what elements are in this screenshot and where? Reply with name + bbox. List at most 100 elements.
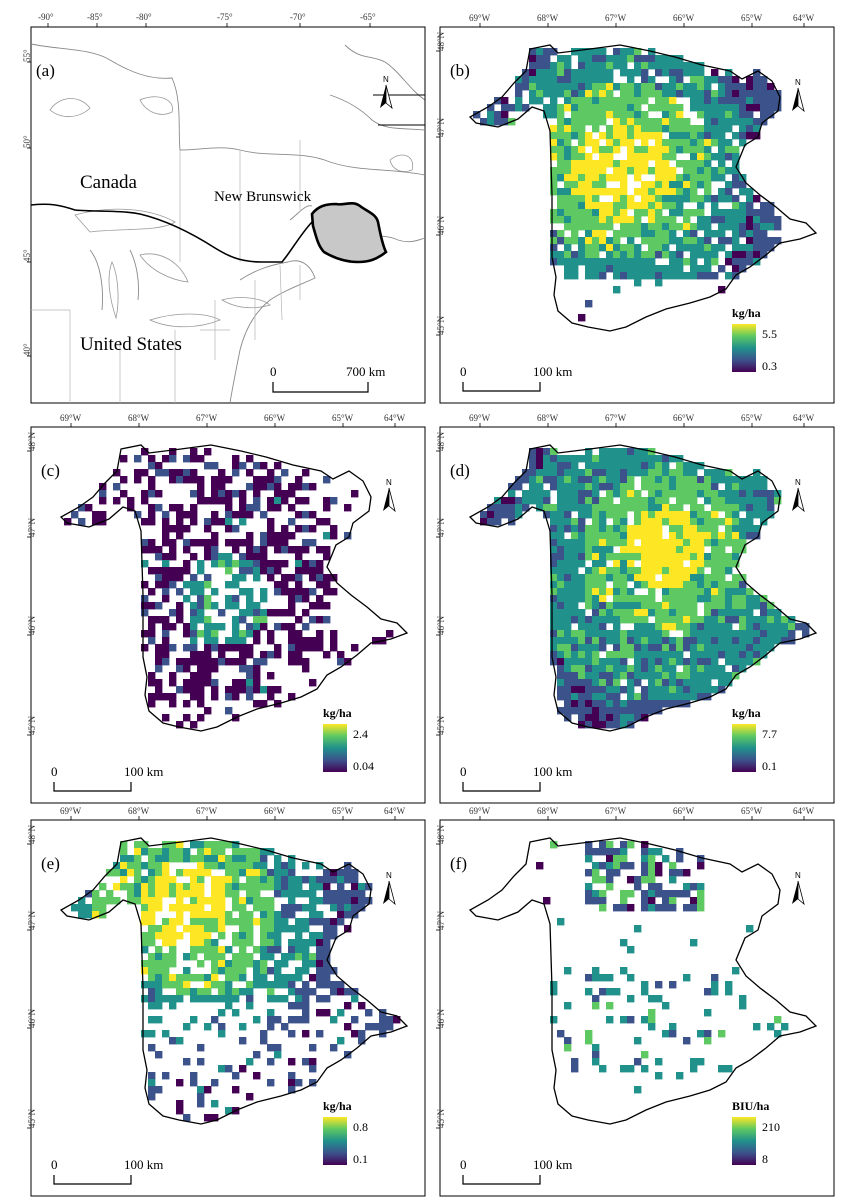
panel-c-label: (c): [41, 461, 60, 480]
lon-tick: 67°W: [605, 13, 627, 23]
panel-a-lat-tick: 50°: [22, 135, 32, 148]
panel-c-scale-bar: 0 100 km: [51, 764, 163, 792]
panel-a-scale-bar: 0 700 km: [270, 364, 385, 393]
lon-tick: 67°W: [605, 806, 627, 816]
lon-tick: 68°W: [128, 413, 150, 423]
lon-tick: 69°W: [469, 13, 491, 23]
panel-d-scale-bar: 0 100 km: [460, 764, 572, 792]
svg-text:0: 0: [51, 1157, 58, 1172]
legend-min: 0.04: [353, 759, 374, 773]
legend-unit: kg/ha: [323, 1099, 352, 1113]
lon-tick: 69°W: [469, 806, 491, 816]
canada-label: Canada: [80, 172, 138, 193]
legend-max: 2.4: [353, 727, 368, 741]
legend-max: 0.8: [353, 1120, 368, 1134]
new-brunswick-outline: [59, 444, 409, 732]
legend-unit: kg/ha: [323, 706, 352, 720]
panel-b-legend: kg/ha5.5 0.3: [732, 306, 777, 373]
legend-unit: BIU/ha: [732, 1099, 769, 1113]
lon-tick: 65°W: [741, 413, 763, 423]
lat-tick: 48°N: [436, 824, 446, 844]
panel-c-frame: [30, 426, 426, 804]
panel-a-lon-tick: -65°: [360, 12, 376, 22]
panel-a-label: (a): [36, 61, 55, 80]
lon-tick: 64°W: [793, 13, 815, 23]
panel-a-latitude-ticks: 55° 50° 45° 40°: [22, 49, 32, 357]
lon-tick: 65°W: [741, 13, 763, 23]
lon-tick: 65°W: [741, 806, 763, 816]
labrador-border: [373, 94, 426, 126]
lat-tick: 45°N: [27, 1108, 37, 1128]
panel-c-raster: [64, 448, 394, 729]
svg-text:100 km: 100 km: [533, 764, 572, 779]
panel-f-map: 69°W 68°W 67°W 66°W 65°W 64°W 48°N 47°N 46°N 45°N…: [436, 806, 835, 1197]
lon-tick: 68°W: [128, 806, 150, 816]
panel-e-scale-bar: 0 100 km: [51, 1157, 163, 1185]
legend-colorbar: [732, 1117, 756, 1165]
svg-text:0: 0: [460, 364, 467, 379]
panel-a-longitude-ticks: -90° -85° -80° -75° -70° -65°: [38, 12, 376, 27]
lat-tick: 45°N: [436, 1108, 446, 1128]
north-arrow-icon: N: [792, 78, 805, 113]
panel-a-location-map: -90° -85° -80° -75° -70° -65° 55° 50° 45° 40°: [22, 12, 426, 404]
lon-tick: 69°W: [469, 413, 491, 423]
lon-tick: 65°W: [332, 806, 354, 816]
lon-tick: 69°W: [60, 806, 82, 816]
legend-min: 0.1: [762, 759, 777, 773]
lon-tick: 68°W: [537, 13, 559, 23]
panel-a-lat-tick: 55°: [22, 49, 32, 62]
lon-tick: 64°W: [384, 806, 406, 816]
lat-tick: 48°N: [436, 31, 446, 51]
panel-e-label: (e): [41, 854, 60, 873]
north-arrow-icon: N: [380, 75, 393, 110]
legend-colorbar: [732, 324, 756, 372]
state-borders: [31, 140, 301, 403]
svg-text:100 km: 100 km: [533, 1157, 572, 1172]
new-brunswick-highlight: [310, 201, 388, 264]
panel-d-raster: [480, 448, 810, 729]
united-states-label: United States: [80, 334, 182, 355]
scale-end: 700 km: [346, 364, 385, 379]
lat-tick: 48°N: [436, 431, 446, 451]
panel-e-legend: kg/ha0.8 0.1: [323, 1099, 368, 1166]
panel-d-label: (d): [450, 461, 470, 480]
legend-colorbar: [323, 724, 347, 772]
north-arrow-icon: N: [383, 871, 396, 906]
legend-colorbar: [323, 1117, 347, 1165]
lat-tick: 47°N: [27, 517, 37, 537]
lon-tick: 64°W: [793, 806, 815, 816]
north-arrow-icon: N: [792, 871, 805, 906]
lat-tick: 45°N: [436, 315, 446, 335]
panel-b-scale-bar: 0 100 km: [460, 364, 572, 392]
svg-text:0: 0: [51, 764, 58, 779]
svg-text:100 km: 100 km: [124, 764, 163, 779]
lat-tick: 45°N: [27, 715, 37, 735]
svg-text:N: N: [795, 78, 801, 87]
legend-unit: kg/ha: [732, 306, 761, 320]
legend-max: 210: [762, 1120, 780, 1134]
panel-a-lat-tick: 45°: [22, 249, 32, 262]
lat-tick: 47°N: [27, 910, 37, 930]
panel-f-label: (f): [450, 854, 467, 873]
new-brunswick-outline: [468, 444, 818, 732]
great-lakes: [49, 96, 414, 328]
lon-tick: 66°W: [673, 806, 695, 816]
svg-text:N: N: [383, 75, 389, 84]
panel-a-lon-tick: -85°: [87, 12, 103, 22]
lat-tick: 46°N: [27, 615, 37, 635]
svg-text:N: N: [795, 478, 801, 487]
lon-tick: 68°W: [537, 413, 559, 423]
new-brunswick-label: New Brunswick: [214, 189, 312, 205]
panel-f-legend: BIU/ha 210 8: [732, 1099, 780, 1166]
lon-tick: 67°W: [196, 413, 218, 423]
lat-tick: 45°N: [436, 715, 446, 735]
panel-f-scale-bar: 0 100 km: [460, 1157, 572, 1185]
legend-min: 0.3: [762, 359, 777, 373]
new-brunswick-outline: [59, 837, 409, 1125]
svg-text:100 km: 100 km: [124, 1157, 163, 1172]
lat-tick: 47°N: [436, 517, 446, 537]
panel-a-lon-tick: -70°: [290, 12, 306, 22]
svg-text:N: N: [386, 478, 392, 487]
